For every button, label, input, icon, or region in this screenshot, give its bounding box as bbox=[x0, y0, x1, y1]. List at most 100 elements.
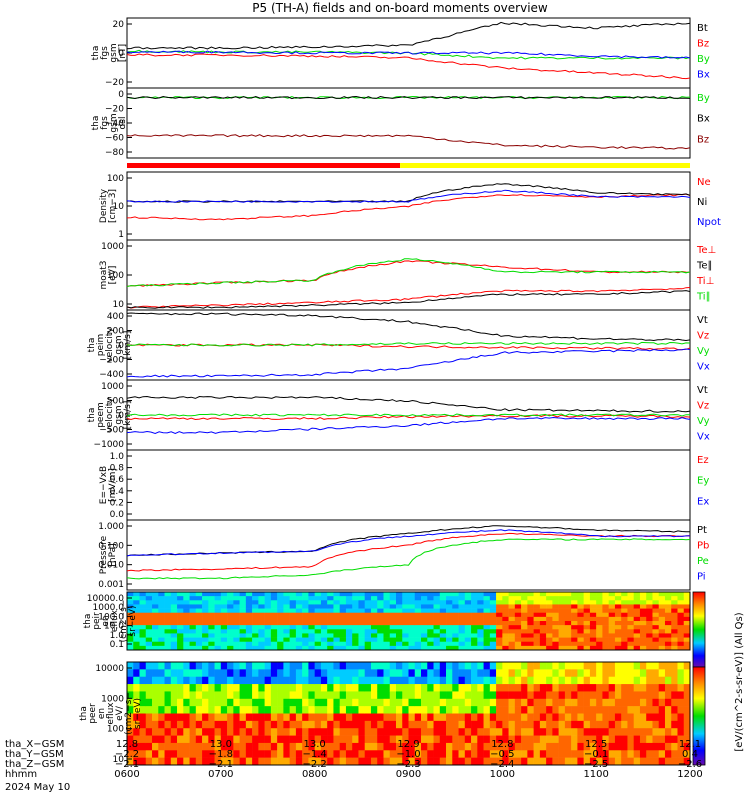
spectrogram-cell bbox=[446, 596, 453, 601]
spectrogram-cell bbox=[177, 691, 184, 700]
spectrogram-cell bbox=[170, 684, 178, 692]
spectrogram-cell bbox=[289, 676, 297, 685]
spectrogram-cell bbox=[446, 629, 453, 634]
spectrogram-cell bbox=[339, 662, 347, 670]
spectrogram-cell bbox=[264, 684, 272, 692]
spectrogram-cell bbox=[308, 612, 315, 618]
spectrogram-cell bbox=[245, 742, 253, 751]
spectrogram-cell bbox=[421, 637, 428, 643]
spectrogram-cell bbox=[270, 621, 278, 626]
spectrogram-cell bbox=[621, 720, 628, 729]
spectrogram-cell bbox=[664, 698, 672, 707]
spectrogram-cell bbox=[558, 662, 566, 670]
spectrogram-cell bbox=[245, 728, 253, 736]
spectrogram-cell bbox=[395, 691, 403, 700]
spectrogram-cell bbox=[377, 662, 384, 670]
spectrogram-cell bbox=[558, 691, 566, 700]
spectrogram-cell bbox=[133, 600, 140, 605]
spectrogram-cell bbox=[433, 608, 441, 614]
spectrogram-cell bbox=[583, 645, 591, 651]
spectrogram-cell bbox=[577, 757, 584, 766]
spectrogram-cell bbox=[333, 720, 340, 729]
spectrogram-cell bbox=[533, 706, 541, 714]
spectrogram-cell bbox=[414, 621, 422, 626]
spectrogram-cell bbox=[320, 706, 328, 714]
panel-ion_spec: thapeireneflux(cm2−s−sr−eV)10000.01000.0… bbox=[83, 591, 691, 651]
spectrogram-cell bbox=[671, 720, 678, 729]
spectrogram-cell bbox=[664, 604, 672, 609]
spectrogram-cell bbox=[333, 633, 340, 638]
spectrogram-cell bbox=[564, 698, 572, 707]
spectrogram-cell bbox=[220, 600, 228, 605]
xaxis-value: −1.4 bbox=[303, 749, 327, 760]
spectrogram-cell bbox=[308, 641, 315, 647]
spectrogram-cell bbox=[258, 728, 265, 736]
spectrogram-cell bbox=[364, 616, 372, 622]
spectrogram-cell bbox=[421, 629, 428, 634]
spectrogram-cell bbox=[446, 633, 453, 638]
spectrogram-cell bbox=[471, 616, 478, 622]
spectrogram-cell bbox=[552, 629, 559, 634]
panel-frame bbox=[126, 87, 691, 159]
spectrogram-cell bbox=[552, 645, 559, 651]
spectrogram-cell bbox=[514, 596, 522, 601]
spectrogram-cell bbox=[270, 684, 278, 692]
spectrogram-cell bbox=[264, 600, 272, 605]
spectrogram-cell bbox=[377, 706, 384, 714]
spectrogram-cell bbox=[364, 625, 372, 630]
spectrogram-cell bbox=[320, 604, 328, 609]
spectrogram-cell bbox=[677, 713, 685, 722]
spectrogram-cell bbox=[614, 608, 622, 614]
xaxis-value: −2.4 bbox=[490, 759, 514, 770]
spectrogram-cell bbox=[214, 637, 222, 643]
spectrogram-cell bbox=[139, 684, 147, 692]
spectrogram-cell bbox=[414, 684, 422, 692]
spectrogram-cell bbox=[508, 662, 516, 670]
spectrogram-cell bbox=[533, 684, 541, 692]
spectrogram-cell bbox=[677, 600, 685, 605]
spectrogram-cell bbox=[289, 698, 297, 707]
spectrogram-cell bbox=[646, 676, 653, 685]
spectrogram-cell bbox=[277, 616, 284, 622]
spectrogram-cell bbox=[189, 616, 197, 622]
spectrogram-cell bbox=[320, 669, 328, 678]
spectrogram-cell bbox=[333, 608, 340, 614]
spectrogram-cell bbox=[133, 713, 140, 722]
spectrogram-cell bbox=[646, 616, 653, 622]
spectrogram-cell bbox=[327, 742, 334, 751]
spectrogram-cell bbox=[133, 621, 140, 626]
spectrogram-cell bbox=[333, 757, 340, 766]
spectrogram-cell bbox=[483, 706, 491, 714]
spectrogram-cell bbox=[439, 608, 447, 614]
ytick-label: 100 bbox=[107, 725, 124, 735]
spectrogram-cell bbox=[652, 706, 660, 714]
spectrogram-cell bbox=[183, 612, 190, 618]
spectrogram-cell bbox=[302, 698, 309, 707]
spectrogram-cell bbox=[502, 691, 509, 700]
spectrogram-cell bbox=[402, 713, 409, 722]
spectrogram-cell bbox=[539, 728, 547, 736]
ytick-label: 1000 bbox=[101, 242, 124, 252]
spectrogram-cell bbox=[546, 592, 553, 597]
spectrogram-cell bbox=[571, 633, 578, 638]
ylabel-line: dsl bbox=[118, 117, 128, 130]
spectrogram-cell bbox=[489, 713, 497, 722]
spectrogram-cell bbox=[464, 600, 472, 605]
spectrogram-cell bbox=[652, 592, 660, 597]
spectrogram-cell bbox=[677, 596, 685, 601]
spectrogram-cell bbox=[621, 608, 628, 614]
spectrogram-cell bbox=[233, 637, 240, 643]
spectrogram-cell bbox=[245, 629, 253, 634]
spectrogram-cell bbox=[489, 645, 497, 651]
spectrogram-cell bbox=[533, 750, 541, 758]
spectrogram-cell bbox=[671, 713, 678, 722]
spectrogram-cell bbox=[564, 662, 572, 670]
series-Bx bbox=[126, 95, 691, 100]
spectrogram-cell bbox=[677, 720, 685, 729]
spectrogram-cell bbox=[227, 669, 234, 678]
ylabel-line: peer bbox=[88, 703, 98, 724]
spectrogram-cell bbox=[295, 616, 303, 622]
spectrogram-cell bbox=[227, 616, 234, 622]
spectrogram-cell bbox=[164, 621, 172, 626]
spectrogram-cell bbox=[389, 662, 397, 670]
